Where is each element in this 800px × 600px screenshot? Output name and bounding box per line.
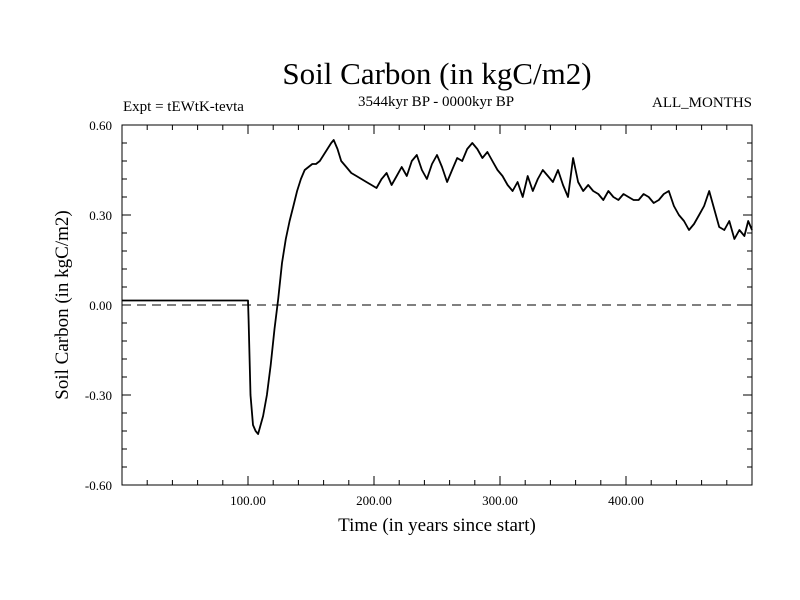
x-tick-label: 200.00 (356, 493, 392, 508)
chart-title: Soil Carbon (in kgC/m2) (282, 56, 591, 91)
y-axis-label: Soil Carbon (in kgC/m2) (52, 210, 73, 399)
y-tick-label: -0.30 (85, 388, 112, 403)
x-tick-label: 400.00 (608, 493, 644, 508)
months-label: ALL_MONTHS (652, 95, 752, 111)
x-tick-label: 300.00 (482, 493, 518, 508)
x-axis-label: Time (in years since start) (338, 515, 536, 536)
y-tick-label: 0.30 (89, 208, 112, 223)
chart-subtitle: 3544kyr BP - 0000kyr BP (358, 94, 514, 110)
y-tick-label: 0.00 (89, 298, 112, 313)
experiment-label: Expt = tEWtK-tevta (123, 99, 244, 115)
x-tick-label: 100.00 (230, 493, 266, 508)
y-tick-label: -0.60 (85, 478, 112, 493)
plot-area: -0.60 -0.30 0.00 0.30 0.60 100.00 200.00 300.00… (85, 118, 753, 508)
y-tick-label: 0.60 (89, 118, 112, 133)
series-line-soil-carbon (122, 139, 753, 435)
